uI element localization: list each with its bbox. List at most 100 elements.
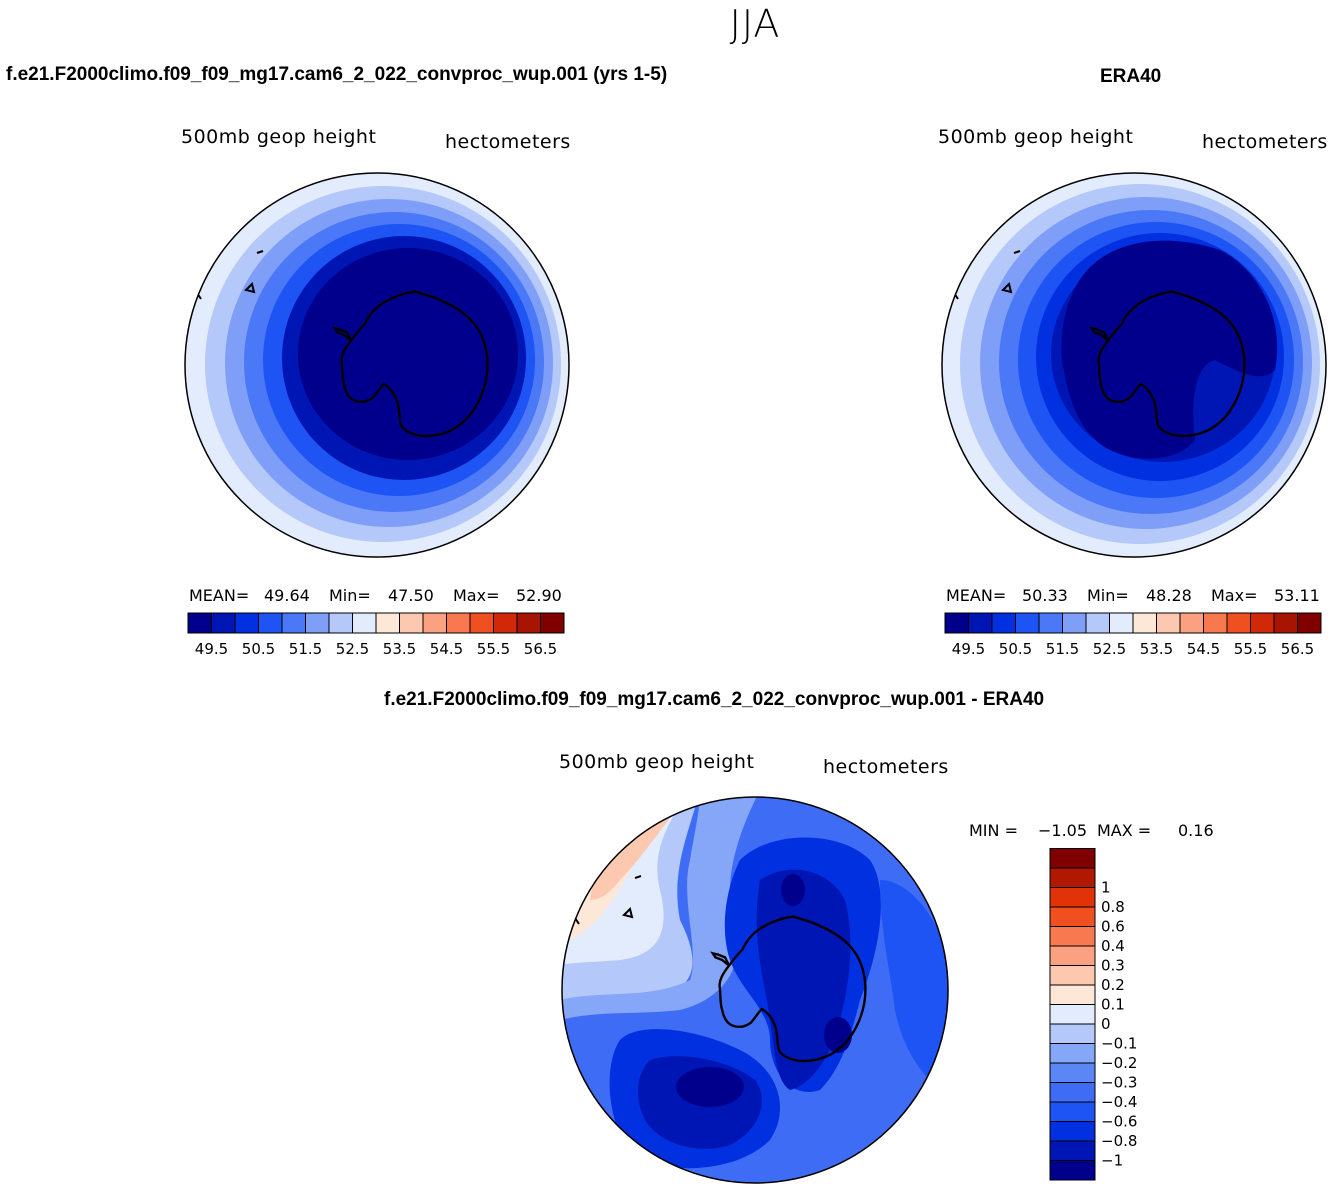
panel3-contour-band bbox=[880, 880, 948, 1100]
panel2-colorbar-tick-label: 50.5 bbox=[999, 640, 1032, 658]
panel1-contour-band bbox=[298, 248, 518, 460]
panel3-max-value: 0.16 bbox=[1178, 821, 1214, 840]
panel3-colorbar-swatch bbox=[1049, 867, 1096, 888]
panel2-colorbar-swatch bbox=[1297, 612, 1322, 634]
panel1-colorbar-tick-label: 52.5 bbox=[336, 640, 369, 658]
panel2-colorbar-swatch bbox=[1273, 612, 1298, 634]
panel1-colorbar-swatch bbox=[258, 612, 283, 634]
panel1-colorbar-swatch bbox=[493, 612, 518, 634]
panel1-map-border bbox=[184, 172, 570, 558]
panel1-colorbar: 49.5 50.5 51.5 52.5 53.5 54.5 55.5 56.5 bbox=[187, 612, 565, 658]
panel1-colorbar-swatch bbox=[422, 612, 447, 634]
panel2-colorbar-swatch bbox=[1203, 612, 1228, 634]
panel2-mean-label: MEAN= bbox=[946, 586, 1007, 605]
panel2-colorbar-swatch bbox=[1038, 612, 1063, 634]
panel2-polar-map bbox=[941, 172, 1327, 558]
panel3-polar-map bbox=[561, 796, 949, 1184]
panel2-colorbar-swatch bbox=[1250, 612, 1275, 634]
panel3-colorbar-swatch bbox=[1049, 1043, 1096, 1064]
panel1-colorbar-tick-label: 49.5 bbox=[195, 640, 228, 658]
panel3-colorbar-swatch bbox=[1049, 848, 1096, 869]
panel3-colorbar-swatch bbox=[1049, 1082, 1096, 1103]
panel3-colorbar-tick-label: −0.2 bbox=[1101, 1054, 1137, 1072]
panel1-max-label: Max= bbox=[453, 586, 500, 605]
panel2-mean-value: 50.33 bbox=[1022, 586, 1068, 605]
panel2-colorbar-tick-label: 49.5 bbox=[952, 640, 985, 658]
panel2-min-value: 48.28 bbox=[1146, 586, 1192, 605]
panel3-colorbar-tick-label: −0.8 bbox=[1101, 1132, 1137, 1150]
panel3-colorbar-swatch bbox=[1049, 887, 1096, 908]
season-title: JJA bbox=[729, 2, 781, 46]
panel3-colorbar-swatch bbox=[1049, 926, 1096, 947]
panel3-colorbar-swatch bbox=[1049, 1062, 1096, 1083]
panel2-colorbar-swatch bbox=[1179, 612, 1204, 634]
panel3-colorbar-swatch bbox=[1049, 945, 1096, 966]
panel3-colorbar-tick-label: 0.2 bbox=[1101, 976, 1125, 994]
panel2-min-label: Min= bbox=[1087, 586, 1129, 605]
panel3-colorbar-swatch bbox=[1049, 965, 1096, 986]
panel2-variable-label: 500mb geop height bbox=[938, 126, 1134, 148]
panel3-max-label: MAX = bbox=[1097, 821, 1152, 840]
panel1-colorbar-tick-label: 55.5 bbox=[477, 640, 510, 658]
panel3-colorbar-tick-label: −0.6 bbox=[1101, 1113, 1137, 1131]
panel3-colorbar-tick-label: −0.1 bbox=[1101, 1035, 1137, 1053]
panel1-variable-label: 500mb geop height bbox=[181, 126, 377, 148]
panel1-colorbar-tick-label: 53.5 bbox=[383, 640, 416, 658]
panel1-max-value: 52.90 bbox=[516, 586, 562, 605]
panel1-mean-value: 49.64 bbox=[264, 586, 310, 605]
panel2-colorbar-swatch bbox=[1109, 612, 1134, 634]
panel3-colorbar-tick-label: −1 bbox=[1101, 1152, 1123, 1170]
panel3-colorbar-swatch bbox=[1049, 984, 1096, 1005]
panel3-contour-band bbox=[562, 797, 760, 1020]
panel2-colorbar-tick-label: 55.5 bbox=[1234, 640, 1267, 658]
panel3-colorbar-swatch bbox=[1049, 1023, 1096, 1044]
panel3-colorbar-swatch bbox=[1049, 1140, 1096, 1161]
panel3-colorbar: −1−0.8−0.6−0.4−0.3−0.2−0.100.10.20.30.40… bbox=[1049, 848, 1137, 1181]
panel1-colorbar-tick-label: 50.5 bbox=[242, 640, 275, 658]
panel2-colorbar-swatch bbox=[1132, 612, 1157, 634]
panel2-colorbar-tick-label: 54.5 bbox=[1187, 640, 1220, 658]
panel3-contour-band bbox=[781, 874, 805, 906]
panel1-colorbar-swatch bbox=[281, 612, 306, 634]
panel1-colorbar-swatch bbox=[352, 612, 377, 634]
panel3-colorbar-tick-label: 0.3 bbox=[1101, 957, 1125, 975]
panel3-colorbar-tick-label: −0.3 bbox=[1101, 1074, 1137, 1092]
panel3-colorbar-swatch bbox=[1049, 1121, 1096, 1142]
panel2-map-border bbox=[941, 172, 1327, 558]
panel1-colorbar-swatch bbox=[446, 612, 471, 634]
panel1-colorbar-swatch bbox=[540, 612, 565, 634]
panel3-colorbar-swatch bbox=[1049, 906, 1096, 927]
panel3-colorbar-tick-label: 0.1 bbox=[1101, 996, 1125, 1014]
panel3-colorbar-tick-label: 0.6 bbox=[1101, 918, 1125, 936]
panel1-mean-label: MEAN= bbox=[189, 586, 250, 605]
panel3-colorbar-swatch bbox=[1049, 1101, 1096, 1122]
panel1-min-value: 47.50 bbox=[388, 586, 434, 605]
panel2-contour-band bbox=[1061, 240, 1278, 459]
panel3-contour-band bbox=[676, 1067, 744, 1107]
panel2-colorbar-tick-label: 53.5 bbox=[1140, 640, 1173, 658]
panel1-colorbar-tick-label: 56.5 bbox=[524, 640, 557, 658]
panel1-colorbar-swatch bbox=[187, 612, 212, 634]
panel1-colorbar-swatch bbox=[211, 612, 236, 634]
panel2-colorbar-swatch bbox=[1226, 612, 1251, 634]
panel2-colorbar-swatch bbox=[944, 612, 969, 634]
panel3-min-value: −1.05 bbox=[1038, 821, 1088, 840]
panel1-colorbar-swatch bbox=[399, 612, 424, 634]
panel1-colorbar-swatch bbox=[375, 612, 400, 634]
panel3-colorbar-swatch bbox=[1049, 1160, 1096, 1181]
panel1-case-title: f.e21.F2000climo.f09_f09_mg17.cam6_2_022… bbox=[6, 64, 668, 85]
panel2-max-value: 53.11 bbox=[1274, 586, 1320, 605]
panel2-colorbar-swatch bbox=[1015, 612, 1040, 634]
panel2-colorbar-swatch bbox=[968, 612, 993, 634]
panel1-units-label: hectometers bbox=[445, 131, 571, 153]
panel1-colorbar-swatch bbox=[305, 612, 330, 634]
panel1-colorbar-swatch bbox=[469, 612, 494, 634]
panel1-colorbar-swatch bbox=[234, 612, 259, 634]
panel3-colorbar-swatch bbox=[1049, 1004, 1096, 1025]
panel2-colorbar-swatch bbox=[1062, 612, 1087, 634]
panel1-colorbar-tick-label: 54.5 bbox=[430, 640, 463, 658]
panel3-contour-band bbox=[824, 1017, 852, 1053]
panel2-colorbar-tick-label: 56.5 bbox=[1281, 640, 1314, 658]
panel1-colorbar-tick-label: 51.5 bbox=[289, 640, 322, 658]
